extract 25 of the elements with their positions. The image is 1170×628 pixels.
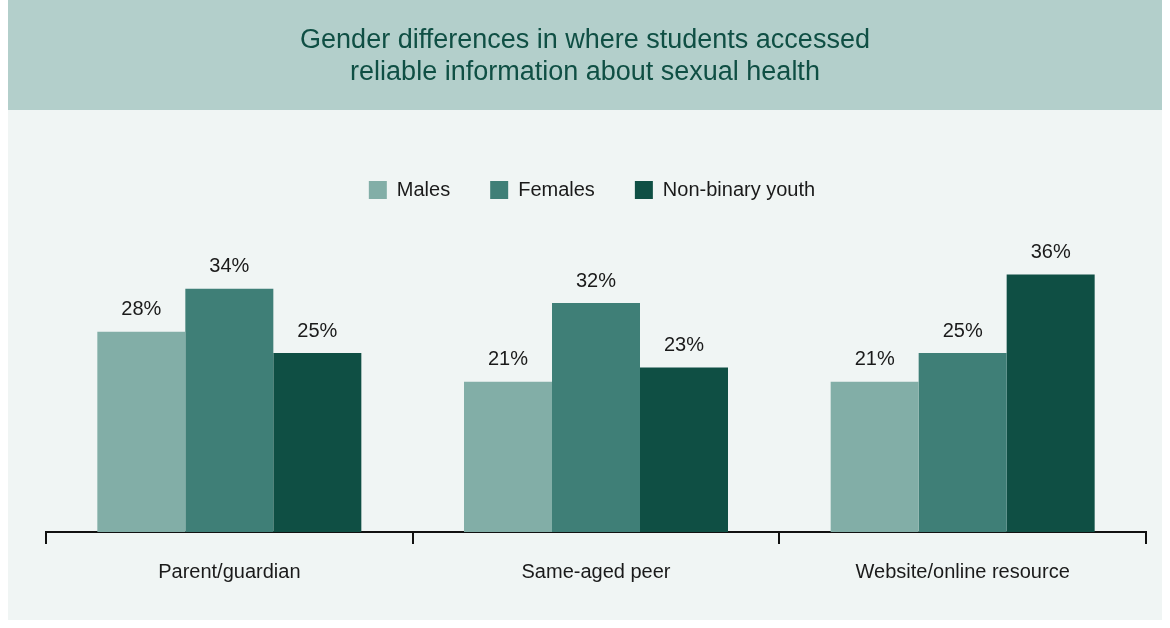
chart-title: Gender differences in where students accessed reliable information about sexual health (8, 0, 1162, 110)
bar (830, 381, 919, 532)
bar (464, 381, 552, 532)
legend-label: Non-binary youth (662, 177, 816, 200)
data-label: 32% (575, 268, 617, 291)
data-label: 36% (1030, 239, 1071, 262)
legend-label: Males (396, 177, 451, 200)
bar (185, 288, 274, 532)
bar (1006, 274, 1095, 532)
x-tick-label: Website/online resource (855, 559, 1070, 582)
data-label: 28% (121, 297, 162, 320)
data-label: 25% (942, 318, 983, 341)
bar (97, 331, 186, 532)
bar (273, 353, 362, 532)
bar (918, 353, 1007, 532)
data-label: 34% (209, 254, 250, 277)
bar (552, 303, 640, 532)
data-label: 25% (297, 318, 338, 341)
x-tick-label: Parent/guardian (158, 559, 301, 582)
data-label: 21% (487, 347, 529, 370)
data-label: 21% (854, 347, 895, 370)
x-tick-label: Same-aged peer (521, 559, 671, 582)
bar (640, 367, 728, 532)
legend-label: Females (518, 177, 595, 200)
data-label: 23% (663, 332, 705, 355)
